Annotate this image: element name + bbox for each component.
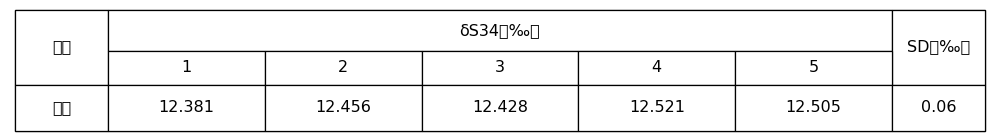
- Bar: [15, 85, 108, 131]
- Bar: [578, 51, 735, 85]
- Text: 样品: 样品: [52, 40, 71, 55]
- Text: 12.505: 12.505: [786, 100, 842, 115]
- Text: 2: 2: [338, 60, 348, 75]
- Bar: [422, 51, 578, 85]
- Text: 0.06: 0.06: [921, 100, 956, 115]
- Bar: [578, 85, 735, 131]
- Bar: [108, 85, 265, 131]
- Bar: [15, 10, 108, 85]
- Bar: [422, 85, 578, 131]
- Bar: [108, 51, 265, 85]
- Bar: [265, 51, 422, 85]
- Text: 3: 3: [495, 60, 505, 75]
- Text: SD（‰）: SD（‰）: [907, 40, 970, 55]
- Text: 海水: 海水: [52, 100, 71, 115]
- Text: 5: 5: [809, 60, 819, 75]
- Bar: [735, 51, 892, 85]
- Text: 12.381: 12.381: [158, 100, 214, 115]
- Bar: [15, 10, 985, 131]
- Bar: [892, 10, 985, 85]
- Bar: [892, 85, 985, 131]
- Bar: [108, 10, 892, 51]
- Bar: [265, 85, 422, 131]
- Bar: [735, 85, 892, 131]
- Text: 12.456: 12.456: [315, 100, 371, 115]
- Text: 1: 1: [181, 60, 192, 75]
- Text: 12.428: 12.428: [472, 100, 528, 115]
- Text: 12.521: 12.521: [629, 100, 685, 115]
- Text: 4: 4: [652, 60, 662, 75]
- Text: δS34（‰）: δS34（‰）: [460, 23, 540, 38]
